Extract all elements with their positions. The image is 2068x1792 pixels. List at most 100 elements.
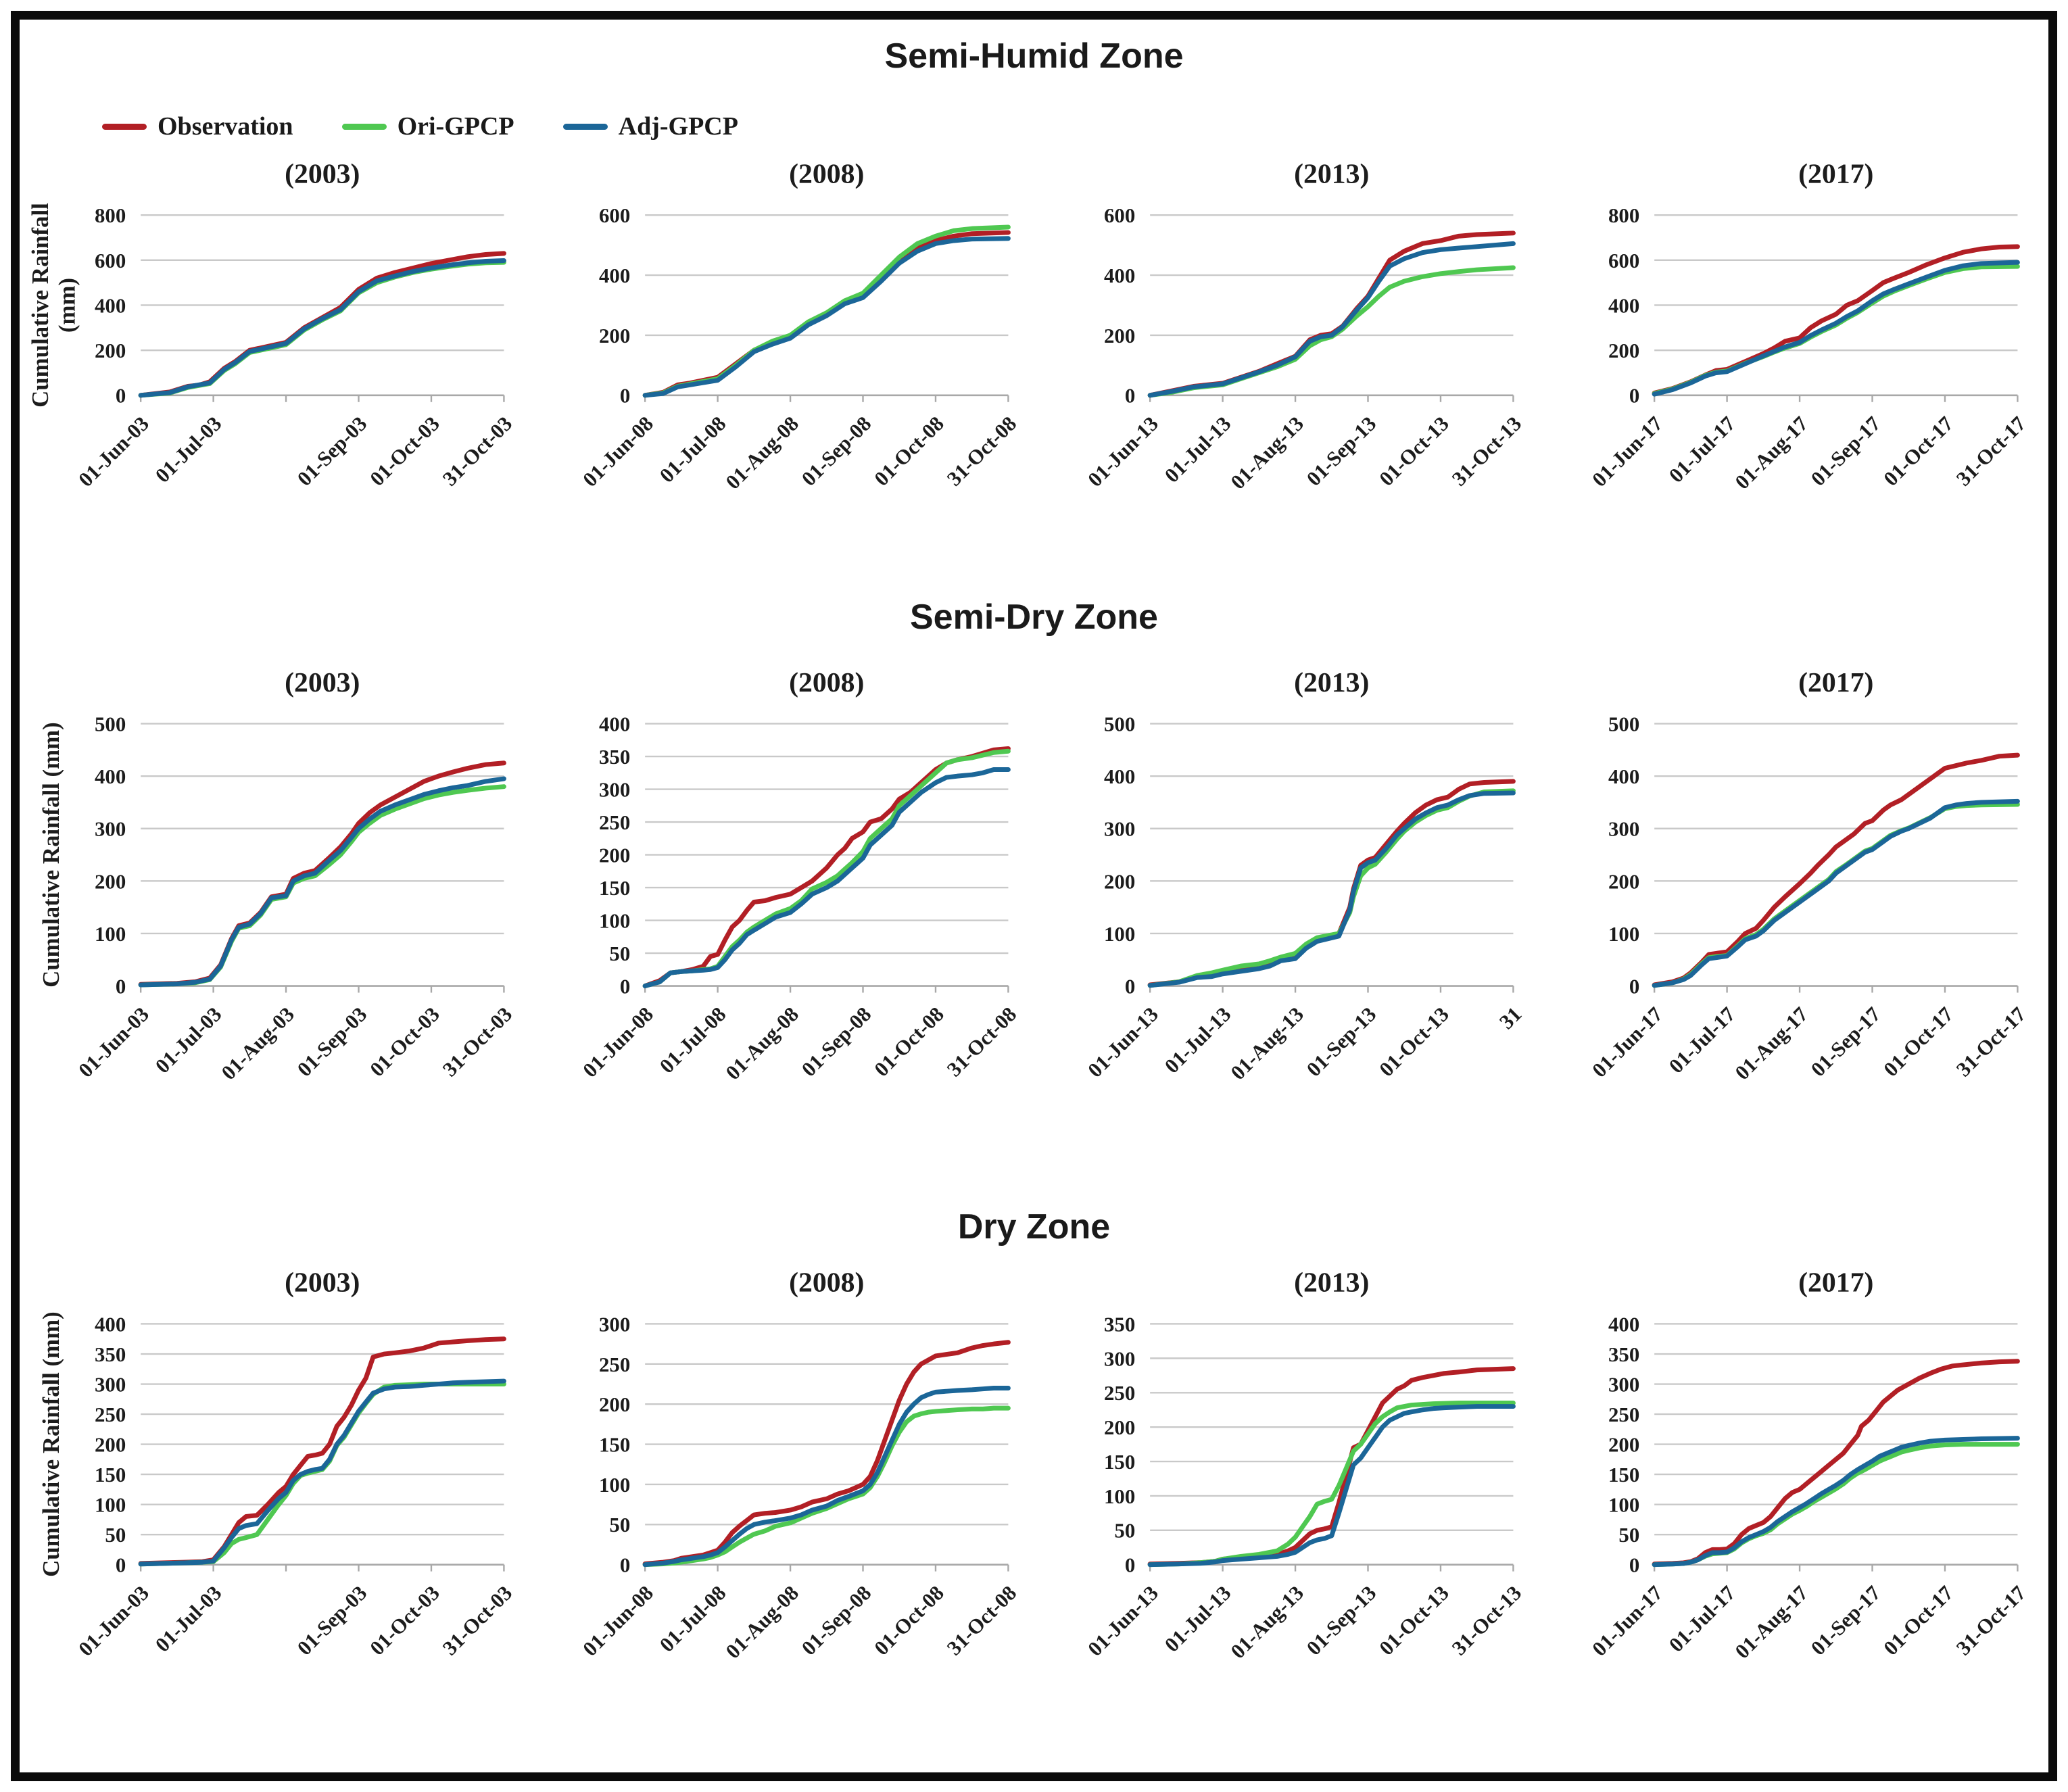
chart-panel-semi-dry-zone-2008: (2008)05010015020025030035040001-Jun-080… [579,667,1021,1084]
x-tick-label: 01-Oct-03 [366,412,444,490]
y-axis-label: Cumulative Rainfall (mm) [38,1311,64,1577]
series-line-adj [1652,260,2020,397]
x-tick-label: 01-Oct-08 [870,1002,948,1081]
y-tick-label: 400 [1608,294,1639,317]
year-title: (2003) [285,158,360,189]
y-tick-label: 600 [1608,249,1639,272]
series-line-adj [1652,798,2020,988]
x-tick-label: 31-Oct-17 [1952,412,2030,490]
x-tick-label: 01-Aug-08 [721,1581,803,1663]
y-tick-label: 100 [599,910,630,933]
x-tick-label: 01-Jul-08 [655,412,730,487]
series-line-obs [642,746,1011,989]
x-tick-label: 31-Oct-13 [1447,412,1526,490]
series-line-ori [1147,1401,1516,1568]
x-tick-label: 01-Oct-08 [870,412,948,490]
x-tick-label: 01-Jun-08 [579,1002,658,1082]
panels-semi-dry: (2003) 0 100 200 300 400 500 01-Jun-03 01-Jul-03… [28,655,2040,1203]
legend-item-ori-gpcp: Ori-GPCP [341,112,514,141]
y-tick-label: 400 [95,294,126,317]
series-line-adj [1652,1436,2020,1568]
x-tick-label: 01-Oct-13 [1374,1581,1453,1660]
year-title: (2017) [1798,158,1873,189]
y-tick-label: 300 [599,778,630,801]
y-tick-label: 250 [599,1353,630,1376]
x-tick-label: 01-Aug-08 [721,1002,803,1084]
x-tick-label: 01-Jun-08 [579,1581,658,1660]
y-tick-label: 400 [1608,765,1639,788]
y-tick-label: 200 [599,844,630,867]
y-tick-label: 250 [1104,1382,1135,1405]
y-tick-label: 600 [1104,204,1135,227]
x-tick-label: 01-Sep-17 [1806,1581,1885,1660]
x-tick-label: 01-Oct-13 [1374,412,1453,490]
x-tick-label: 01-Oct-17 [1879,1002,1958,1081]
y-tick-label: 350 [1608,1343,1639,1366]
x-tick-label: 01-Sep-13 [1302,1581,1380,1660]
y-tick-label: 200 [599,324,630,347]
x-tick-label: 01-Jun-17 [1587,1002,1666,1082]
x-tick-label: 01-Jun-13 [1083,1581,1162,1660]
y-tick-label: 400 [1608,1313,1639,1336]
y-tick-label: 200 [1104,1416,1135,1439]
series-line-adj [1147,241,1516,398]
series-line-obs [138,251,506,398]
y-tick-label: 50 [1618,1524,1639,1547]
y-tick-label: 500 [1608,712,1639,735]
y-tick-label: 150 [599,877,630,900]
y-tick-label: 200 [95,339,126,362]
x-tick-label: 01-Jul-08 [655,1002,730,1077]
x-tick-label: 01-Jun-03 [74,412,153,491]
panels-semi-humid: (2003) 0 200 400 600 800 01-Jun-03 01-Jul-03 01-… [28,147,2040,593]
y-tick-label: 0 [116,975,126,998]
x-tick-label: 31-Oct-08 [942,1581,1021,1660]
chart-panel-semi-humid-zone-2013: (2013) 0 200 400 600 01-Jun-1301-Jul-1301-Aug… [1083,158,1526,493]
year-title: (2017) [1798,667,1873,698]
y-tick-label: 100 [599,1474,630,1497]
zone-title-semi-dry: Semi-Dry Zone [910,598,1158,637]
legend-item-adj-gpcp: Adj-GPCP [562,112,738,141]
y-tick-label: 400 [1104,765,1135,788]
y-tick-label: 250 [1608,1403,1639,1426]
x-tick-label: 01-Jun-13 [1083,412,1162,491]
y-tick-label: 100 [1104,1485,1135,1508]
series-line-adj [1147,790,1516,988]
y-tick-label: 600 [599,204,630,227]
x-tick-label: 01-Oct-13 [1374,1002,1453,1081]
year-title: (2017) [1798,1267,1873,1299]
x-tick-label: 31-Oct-08 [942,412,1021,490]
x-tick-label: 01-Jul-03 [151,412,226,487]
zone-title-dry: Dry Zone [957,1207,1111,1246]
series-line-ori [642,224,1011,398]
ori-gpcp-line-swatch [341,123,387,130]
series-line-obs [1652,1359,2020,1567]
y-tick-label: 0 [1629,385,1639,408]
y-tick-label: 200 [1608,870,1639,893]
chart-panel-semi-humid-zone-2008: (2008) 0 200 400 600 01-Jun-0801-Jul-0801-Aug… [579,158,1021,493]
y-tick-label: 100 [1608,923,1639,946]
y-axis-label: (mm) [54,278,80,333]
y-tick-label: 350 [95,1343,126,1366]
y-tick-label: 250 [599,811,630,834]
zone-row-dry: Dry Zone (2003) 0 50 100 150 200 250 300 350 400 0… [28,1203,2040,1789]
chart-panel-dry-zone-2013: (2013) 0 50 100 150 200 250 300 350 01-Jun-1301-J… [1083,1267,1526,1664]
zone-header-semi-dry: Semi-Dry Zone [28,593,2040,655]
y-tick-label: 500 [1104,712,1135,735]
y-tick-label: 250 [95,1403,126,1426]
x-tick-label: 01-Oct-17 [1879,1581,1958,1660]
series-line-adj [1147,1404,1516,1568]
y-tick-label: 100 [1104,923,1135,946]
series-line-ori [1147,788,1516,988]
y-tick-label: 200 [1608,339,1639,362]
chart-panel-dry-zone-2003: (2003)05010015020025030035040001-Jun-030… [38,1267,517,1661]
x-tick-label: 01-Aug-13 [1226,1002,1308,1084]
y-tick-label: 150 [1608,1463,1639,1486]
y-tick-label: 0 [1629,975,1639,998]
series-line-ori [642,1405,1011,1568]
y-tick-label: 400 [95,765,126,788]
y-tick-label: 0 [116,385,126,408]
x-tick-label: 01-Aug-08 [721,412,803,493]
series-line-adj [138,1378,506,1567]
x-tick-label: 01-Oct-17 [1879,412,1958,490]
y-tick-label: 50 [105,1524,126,1547]
